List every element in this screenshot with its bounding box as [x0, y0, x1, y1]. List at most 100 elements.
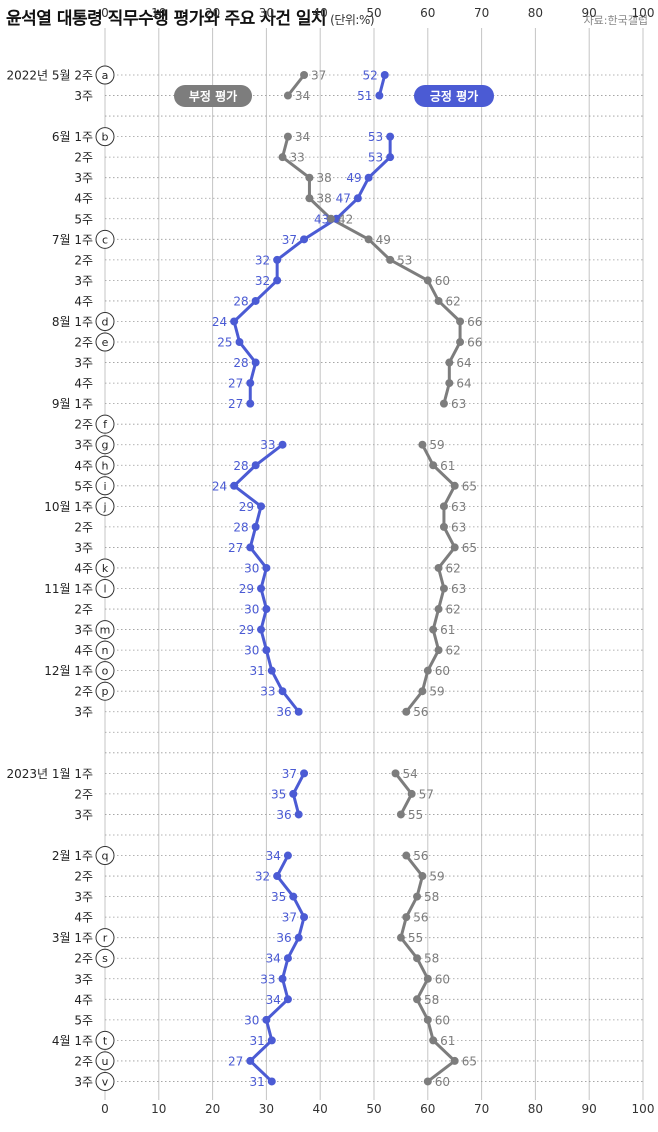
grid-layer: 0010102020303040405050606070708080909010…: [101, 6, 654, 1116]
positive-point: [251, 296, 260, 305]
positive-value-label: 33: [260, 438, 275, 452]
positive-value-label: 31: [249, 664, 264, 678]
positive-value-label: 35: [271, 890, 286, 904]
negative-value-label: 65: [462, 1054, 477, 1068]
positive-point: [257, 625, 266, 634]
positive-value-label: 37: [282, 911, 297, 925]
negative-point: [429, 625, 438, 634]
positive-point: [283, 851, 292, 860]
negative-point: [418, 687, 427, 696]
row-label: 3주: [74, 972, 93, 986]
positive-value-label: 29: [239, 500, 254, 514]
positive-point: [294, 933, 303, 942]
tick-label-bottom: 50: [366, 1102, 381, 1116]
row-label: 2023년 1월 1주: [6, 767, 93, 781]
row-label: 4주: [74, 192, 93, 206]
positive-point: [230, 481, 239, 490]
negative-point: [364, 235, 373, 244]
positive-value-label: 37: [282, 233, 297, 247]
row-label: 2주: [74, 787, 93, 801]
tick-label-bottom: 100: [632, 1102, 655, 1116]
event-badge: [95, 229, 115, 249]
negative-value-label: 64: [456, 356, 471, 370]
positive-point: [246, 379, 255, 388]
event-badge: [95, 620, 115, 640]
negative-point: [423, 1015, 432, 1024]
positive-point: [251, 522, 260, 531]
negative-point: [456, 338, 465, 347]
event-letter: i: [103, 480, 106, 493]
negative-value-label: 57: [419, 787, 434, 801]
source-label: 자료:한국갤럽: [583, 14, 648, 27]
negative-value-label: 63: [451, 582, 466, 596]
negative-point: [413, 892, 422, 901]
tick-label-top: 10: [151, 6, 166, 20]
negative-point: [423, 276, 432, 285]
positive-series-line: [248, 854, 306, 1083]
row-label: 4주: [74, 294, 93, 308]
tick-label-bottom: 40: [313, 1102, 328, 1116]
negative-point: [439, 584, 448, 593]
series-points: 5251535349474337323228242528272733282429…: [212, 69, 483, 1089]
negative-point: [396, 810, 405, 819]
negative-point: [450, 1056, 459, 1065]
positive-value-label: 31: [249, 1034, 264, 1048]
positive-point: [278, 440, 287, 449]
positive-value-label: 34: [266, 849, 281, 863]
tick-label-bottom: 80: [528, 1102, 543, 1116]
row-label: 7월 1주: [52, 233, 93, 247]
tick-label-bottom: 0: [101, 1102, 109, 1116]
positive-value-label: 25: [217, 336, 232, 350]
tick-label-top: 20: [205, 6, 220, 20]
row-label: 2주: [74, 520, 93, 534]
tick-label-top: 60: [420, 6, 435, 20]
negative-value-label: 42: [338, 212, 353, 226]
negative-series-line: [286, 73, 306, 98]
positive-value-label: 24: [212, 315, 227, 329]
positive-point: [273, 872, 282, 881]
row-label: 2주: [74, 1054, 93, 1068]
negative-point: [413, 995, 422, 1004]
event-badge: [95, 65, 115, 85]
positive-value-label: 34: [266, 993, 281, 1007]
row-label: 5주: [74, 1013, 93, 1027]
negative-point: [283, 132, 292, 141]
row-label: 12월 1주: [44, 664, 93, 678]
event-badge: [95, 311, 115, 331]
positive-point: [267, 1036, 276, 1045]
negative-value-label: 65: [462, 479, 477, 493]
row-label: 9월 1주: [52, 397, 93, 411]
event-badge: [95, 1071, 115, 1091]
row-label: 4주: [74, 911, 93, 925]
negative-value-label: 56: [413, 849, 428, 863]
tick-label-top: 50: [366, 6, 381, 20]
positive-value-label: 32: [255, 870, 270, 884]
positive-value-label: 27: [228, 397, 243, 411]
tick-label-top: 40: [313, 6, 328, 20]
positive-point: [246, 543, 255, 552]
row-label: 6월 1주: [52, 130, 93, 144]
negative-value-label: 60: [435, 274, 450, 288]
negative-point: [391, 769, 400, 778]
negative-value-label: 60: [435, 972, 450, 986]
title-text: 윤석열 대통령 직무수행 평가와 주요 사건 일지: [6, 9, 327, 29]
negative-point: [423, 1077, 432, 1086]
positive-value-label: 35: [271, 787, 286, 801]
legend-negative-pill: [174, 85, 252, 107]
positive-value-label: 28: [233, 356, 248, 370]
positive-value-label: 43: [314, 212, 329, 226]
event-letter: k: [102, 562, 109, 575]
positive-value-label: 24: [212, 479, 227, 493]
positive-point: [262, 1015, 271, 1024]
row-label: 3주: [74, 89, 93, 103]
event-letter: d: [102, 315, 109, 328]
chart-title: 윤석열 대통령 직무수행 평가와 주요 사건 일지 (단위:%): [6, 4, 375, 29]
legend-negative-label: 부정 평가: [189, 89, 237, 104]
positive-value-label: 29: [239, 582, 254, 596]
negative-point: [407, 789, 416, 798]
negative-point: [402, 913, 411, 922]
negative-point: [305, 194, 314, 203]
row-label: 5주: [74, 479, 93, 493]
positive-point: [386, 132, 395, 141]
positive-value-label: 49: [346, 171, 361, 185]
